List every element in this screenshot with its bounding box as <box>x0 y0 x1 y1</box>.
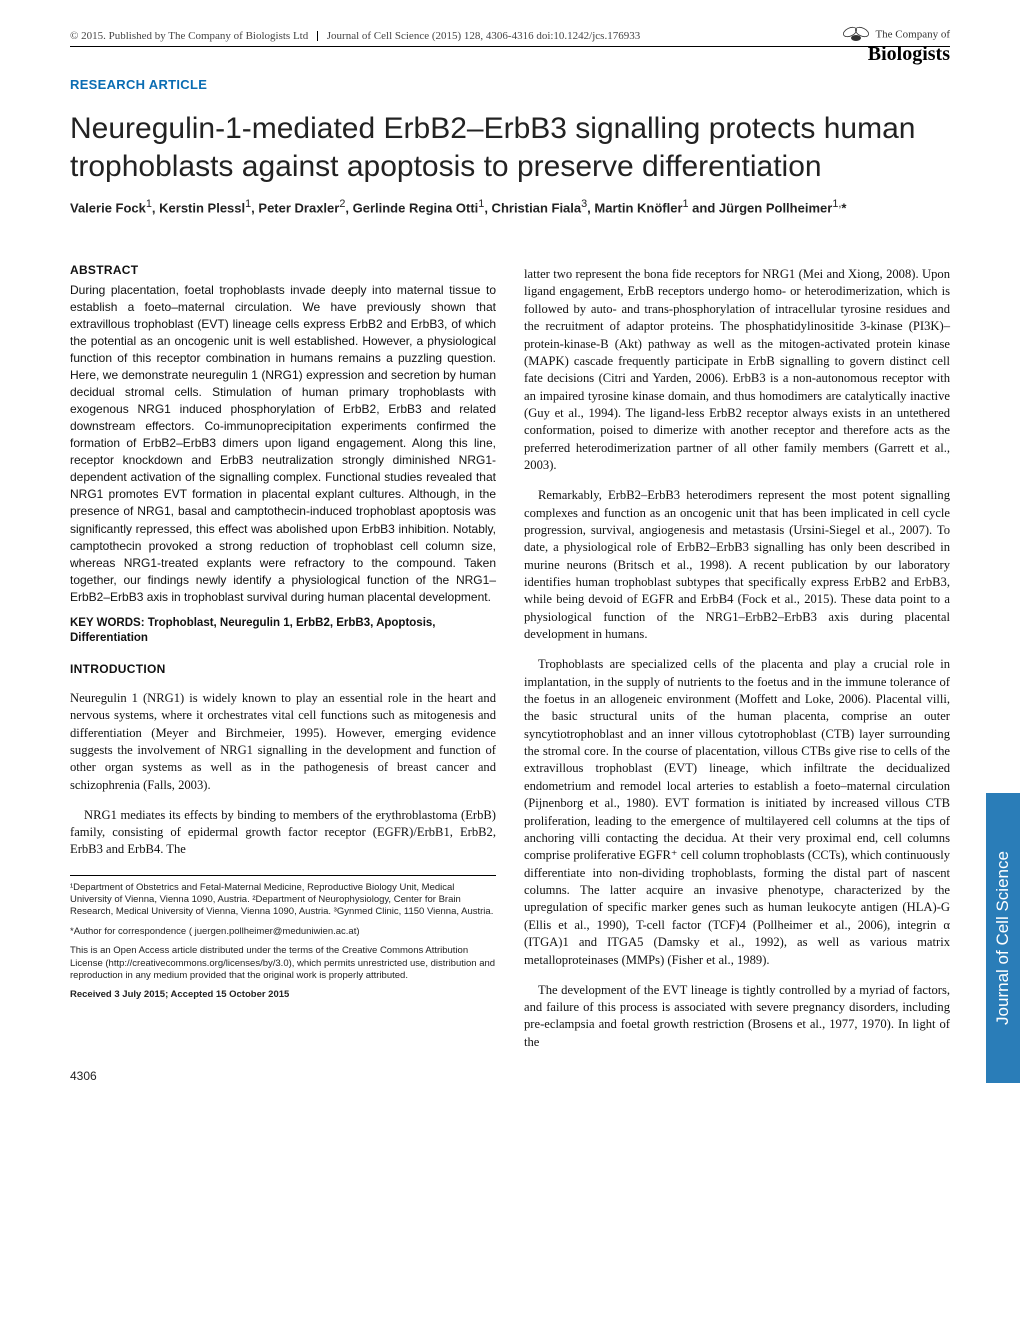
citation-text: Journal of Cell Science (2015) 128, 4306… <box>327 30 640 42</box>
logo-company-text: The Company of <box>875 29 950 41</box>
journal-side-tab-text: Journal of Cell Science <box>993 851 1013 1025</box>
header-separator <box>317 31 318 41</box>
two-column-body: ABSTRACT During placentation, foetal tro… <box>70 254 950 1052</box>
affiliations-text: ¹Department of Obstetrics and Fetal-Mate… <box>70 882 496 919</box>
intro-paragraph-1: Neuregulin 1 (NRG1) is widely known to p… <box>70 690 496 794</box>
publisher-logo: The Company of Biologists <box>841 24 950 64</box>
page-number: 4306 <box>70 1069 950 1083</box>
right-column: latter two represent the bona fide recep… <box>524 254 950 1052</box>
right-paragraph-4: The development of the EVT lineage is ti… <box>524 982 950 1052</box>
introduction-heading: INTRODUCTION <box>70 661 496 678</box>
left-column: ABSTRACT During placentation, foetal tro… <box>70 254 496 1052</box>
right-paragraph-2: Remarkably, ErbB2–ErbB3 heterodimers rep… <box>524 487 950 643</box>
journal-side-tab: Journal of Cell Science <box>986 793 1020 1083</box>
right-paragraph-1: latter two represent the bona fide recep… <box>524 266 950 475</box>
author-list: Valerie Fock1, Kerstin Plessl1, Peter Dr… <box>70 197 950 218</box>
affiliation-block: ¹Department of Obstetrics and Fetal-Mate… <box>70 875 496 1002</box>
article-type-label: RESEARCH ARTICLE <box>70 77 950 92</box>
keywords-text: KEY WORDS: Trophoblast, Neuregulin 1, Er… <box>70 616 496 647</box>
correspondence-text: *Author for correspondence ( juergen.pol… <box>70 926 496 938</box>
received-accepted-text: Received 3 July 2015; Accepted 15 Octobe… <box>70 989 496 1001</box>
intro-paragraph-2: NRG1 mediates its effects by binding to … <box>70 807 496 859</box>
abstract-heading: ABSTRACT <box>70 262 496 279</box>
article-title: Neuregulin-1-mediated ErbB2–ErbB3 signal… <box>70 110 950 185</box>
abstract-text: During placentation, foetal trophoblasts… <box>70 282 496 606</box>
logo-main-text: Biologists <box>868 43 950 65</box>
license-text: This is an Open Access article distribut… <box>70 945 496 982</box>
logo-fly-icon <box>841 24 871 44</box>
header-citation-line: © 2015. Published by The Company of Biol… <box>70 30 950 47</box>
page: The Company of Biologists © 2015. Publis… <box>0 0 1020 1113</box>
right-paragraph-3: Trophoblasts are specialized cells of th… <box>524 656 950 969</box>
copyright-text: © 2015. Published by The Company of Biol… <box>70 30 308 42</box>
